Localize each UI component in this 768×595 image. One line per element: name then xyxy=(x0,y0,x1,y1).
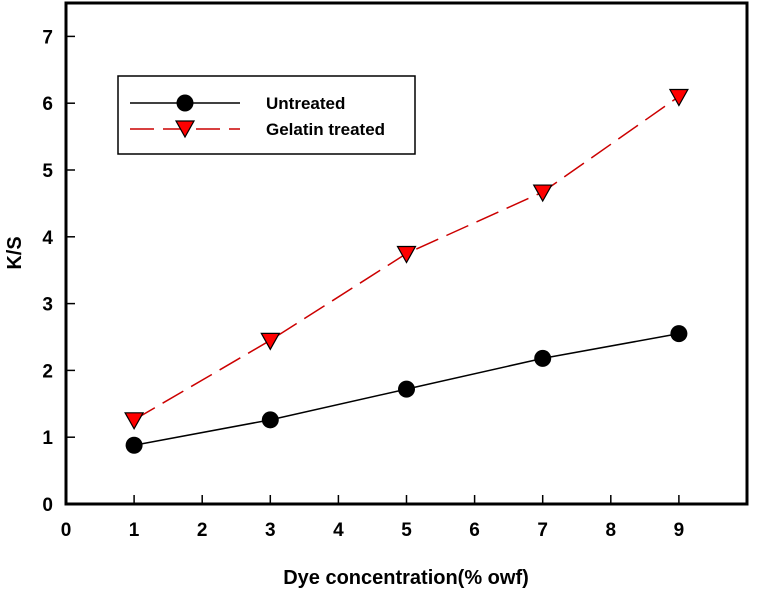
x-tick-label-1: 1 xyxy=(129,520,140,541)
legend-gelatin-label: Gelatin treated xyxy=(266,120,385,139)
x-tick-label-0: 0 xyxy=(61,520,72,541)
x-tick-label-6: 6 xyxy=(469,520,480,541)
legend-gelatin-marker xyxy=(174,120,196,139)
series-layer xyxy=(124,88,689,454)
data-point-untreated-5 xyxy=(398,380,415,398)
data-point-gelatin-treated-7 xyxy=(532,184,553,203)
data-point-untreated-1 xyxy=(125,436,143,454)
y-tick-label-2: 2 xyxy=(42,361,53,382)
x-tick-label-4: 4 xyxy=(333,520,344,541)
legend: Untreated Gelatin treated xyxy=(117,75,416,155)
data-point-gelatin-treated-3 xyxy=(260,332,281,351)
data-point-gelatin-treated-9 xyxy=(668,88,689,107)
y-tick-label-3: 3 xyxy=(42,295,53,316)
data-point-gelatin-treated-5 xyxy=(396,245,417,264)
data-point-untreated-3 xyxy=(261,411,279,429)
y-axis-title: K/S xyxy=(4,236,26,269)
data-point-untreated-9 xyxy=(670,325,688,343)
y-tick-label-1: 1 xyxy=(42,428,53,449)
y-tick-label-4: 4 xyxy=(42,228,53,249)
legend-box xyxy=(117,75,416,155)
x-tick-label-7: 7 xyxy=(537,520,548,541)
x-tick-label-3: 3 xyxy=(265,520,276,541)
y-tick-label-6: 6 xyxy=(42,94,53,115)
data-point-gelatin-treated-1 xyxy=(124,412,145,431)
axis-ticks: 0 1 2 3 4 5 6 7 8 9 0 1 2 3 4 5 6 7 xyxy=(42,27,684,541)
x-tick-label-2: 2 xyxy=(197,520,208,541)
data-point-untreated-7 xyxy=(534,349,552,367)
x-axis-title: Dye concentration(% owf) xyxy=(283,567,529,589)
x-tick-label-5: 5 xyxy=(401,520,412,541)
x-tick-label-9: 9 xyxy=(674,520,685,541)
y-tick-label-0: 0 xyxy=(42,495,53,516)
legend-untreated-label: Untreated xyxy=(266,94,345,113)
y-tick-label-7: 7 xyxy=(42,27,53,48)
y-tick-label-5: 5 xyxy=(42,161,53,182)
x-tick-label-8: 8 xyxy=(606,520,617,541)
legend-untreated-marker xyxy=(176,94,194,112)
